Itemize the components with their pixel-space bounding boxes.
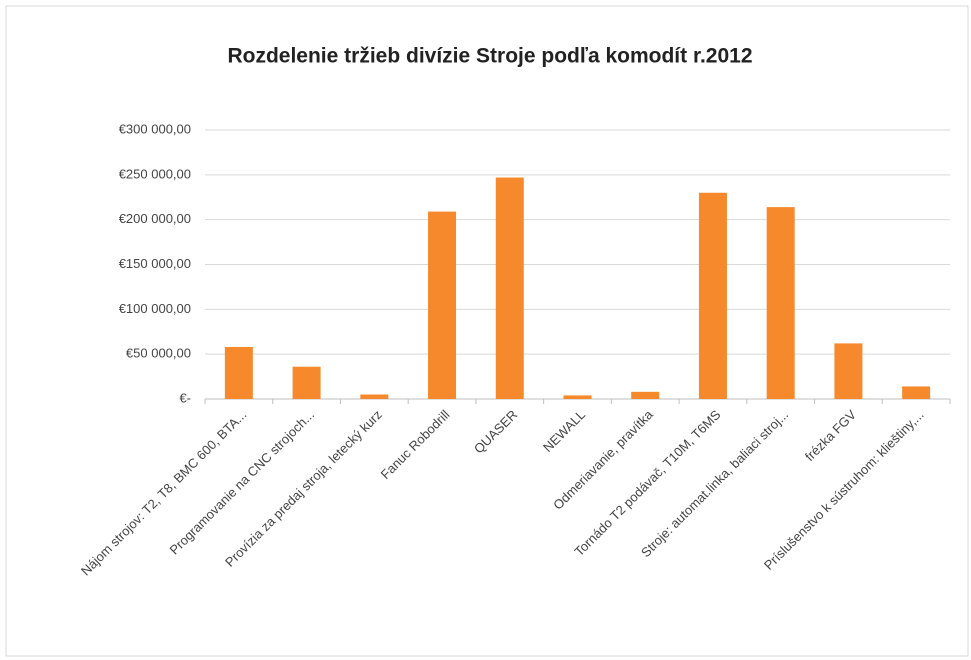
y-tick-label: €100 000,00 xyxy=(119,301,191,316)
y-tick-label: €150 000,00 xyxy=(119,256,191,271)
y-tick-label: €- xyxy=(179,390,191,405)
bar xyxy=(563,395,592,399)
bar xyxy=(834,343,863,399)
bar xyxy=(495,177,524,399)
chart-border xyxy=(5,5,969,657)
bar xyxy=(902,386,931,399)
bar xyxy=(360,394,389,399)
y-tick-label: €300 000,00 xyxy=(119,121,191,136)
bar xyxy=(766,207,795,399)
bar xyxy=(224,346,253,399)
chart-title: Rozdelenie tržieb divízie Stroje podľa k… xyxy=(227,45,752,68)
y-tick-label: €50 000,00 xyxy=(126,346,191,361)
bar xyxy=(631,391,660,399)
bar xyxy=(698,192,727,399)
bar xyxy=(292,366,321,399)
y-tick-label: €250 000,00 xyxy=(119,166,191,181)
y-tick-label: €200 000,00 xyxy=(119,211,191,226)
bar xyxy=(428,211,457,399)
